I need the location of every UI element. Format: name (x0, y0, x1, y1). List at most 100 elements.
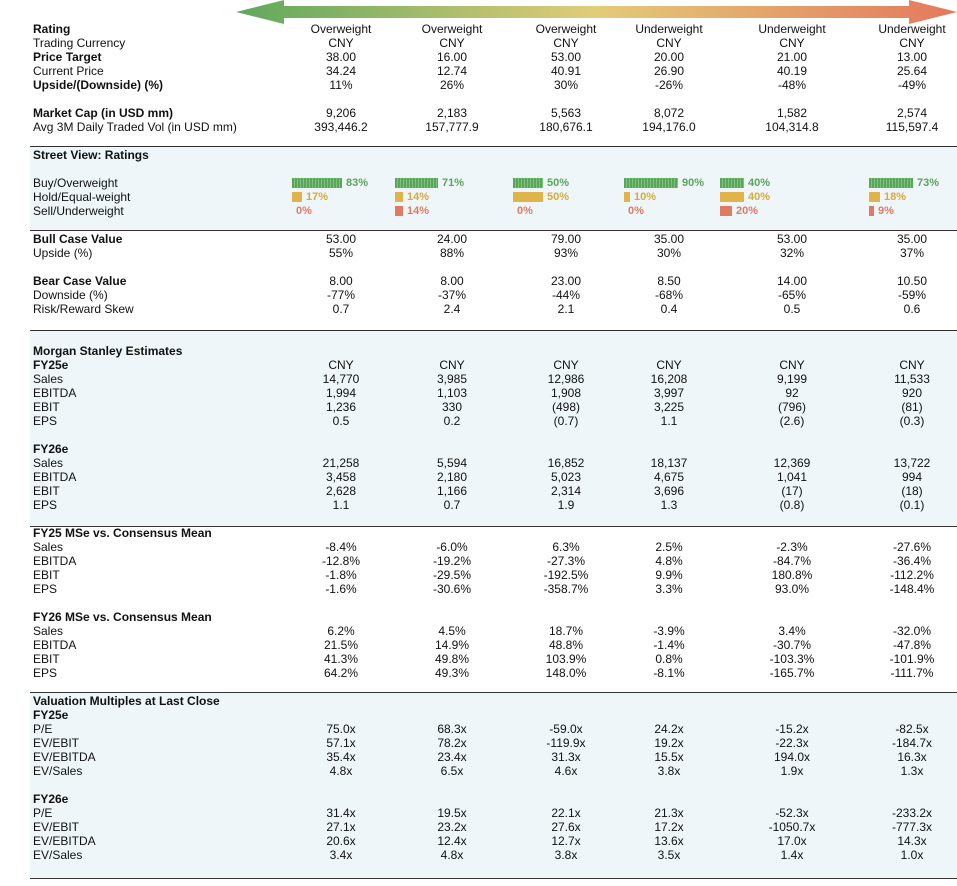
valuation-row: EV/Sales 4.8x 6.5x 4.6x 3.8x 1.9x 1.3x (33, 764, 957, 778)
consensus-value: 180.8% (771, 568, 813, 582)
estimates-label: EPS (33, 414, 58, 428)
estimates-label: Morgan Stanley Estimates (33, 344, 183, 358)
estimates-value: 9,199 (776, 372, 808, 386)
estimates-value: 1.3 (660, 498, 678, 512)
valuation-label: EV/EBITDA (33, 750, 96, 764)
estimates-value: 16,208 (650, 372, 688, 386)
estimates-row: Sales 21,258 5,594 16,852 18,137 12,369 13,722 (33, 456, 957, 470)
estimates-value: (0.8) (779, 498, 805, 512)
consensus-value: -3.9% (653, 624, 685, 638)
estimates-label: EPS (33, 498, 58, 512)
street-hold-pct: 14% (407, 191, 430, 203)
consensus-value: -6.0% (436, 540, 468, 554)
street-hold-bar (292, 192, 302, 202)
valuation-value: 3.8x (554, 848, 578, 862)
bullbear-value: 8.50 (657, 274, 681, 288)
street-buy-bar (292, 178, 342, 188)
street-sell-label: Sell/Underweight (33, 204, 124, 218)
consensus-value: 18.7% (548, 624, 584, 638)
consensus-value: 48.8% (548, 638, 584, 652)
consensus-value: 21.5% (323, 638, 359, 652)
consensus-value: -32.0% (892, 624, 932, 638)
estimates-value: CNY (328, 358, 354, 372)
street-hold-pct: 10% (634, 191, 657, 203)
valuation-label: EV/Sales (33, 848, 83, 862)
bullbear-label: Downside (%) (33, 288, 108, 302)
consensus-label: FY26 MSe vs. Consensus Mean (33, 610, 212, 624)
consensus-value: -29.5% (432, 568, 472, 582)
valuation-value: -82.5x (895, 722, 929, 736)
valuation-value: 3.8x (657, 764, 681, 778)
street-hold-pct: 50% (547, 191, 570, 203)
estimates-value: 12,369 (773, 456, 811, 470)
market-value: 1,582 (776, 106, 808, 120)
consensus-value: -112.2% (890, 568, 934, 582)
estimates-value: 13,722 (893, 456, 931, 470)
top-value: CNY (656, 36, 682, 50)
valuation-value: 1.0x (900, 848, 924, 862)
bullbear-value: 32% (779, 246, 805, 260)
valuation-value: 21.3x (654, 806, 684, 820)
street-hold-bar (513, 192, 543, 202)
valuation-value: 12.4x (437, 834, 467, 848)
bullbear-value: 55% (328, 246, 354, 260)
consensus-label: EBIT (33, 652, 60, 666)
consensus-label: Sales (33, 540, 64, 554)
valuation-value: 57.1x (326, 736, 356, 750)
estimates-value: (18) (901, 484, 923, 498)
bullbear-value: 93% (553, 246, 579, 260)
valuation-value: 31.4x (326, 806, 356, 820)
estimates-value: 2,180 (436, 470, 468, 484)
top-value: CNY (439, 36, 465, 50)
consensus-value: -47.8% (892, 638, 932, 652)
estimates-row: EBIT 2,628 1,166 2,314 3,696 (17) (18) (33, 484, 957, 498)
consensus-value: -148.4% (889, 582, 935, 596)
top-label: Trading Currency (33, 36, 126, 50)
valuation-value: 16.3x (897, 750, 927, 764)
market-value: 157,777.9 (425, 120, 479, 134)
valuation-row: EV/EBITDA 20.6x 12.4x 12.7x 13.6x 17.0x 14.3x (33, 834, 957, 848)
valuation-value: 3.4x (329, 848, 353, 862)
street-buy-pct: 50% (547, 177, 570, 189)
estimates-value: (0.1) (899, 498, 925, 512)
estimates-value: 3,696 (653, 484, 685, 498)
bullbear-row: Downside (%) -77% -37% -44% -68% -65% -59% (33, 288, 957, 302)
estimates-row: EBIT 1,236 330 (498) 3,225 (796) (81) (33, 400, 957, 414)
street-sell-pct: 0% (517, 205, 533, 217)
street-buy-bar (869, 178, 913, 188)
top-value: -48% (777, 78, 806, 92)
street-sell-pct: 0% (296, 205, 312, 217)
valuation-row: Valuation Multiples at Last Close (33, 694, 957, 708)
valuation-value: 4.8x (329, 764, 353, 778)
bullbear-value: 8.00 (440, 274, 464, 288)
estimates-value: 920 (901, 386, 923, 400)
valuation-value: 75.0x (326, 722, 356, 736)
bullbear-value: 88% (439, 246, 465, 260)
valuation-row: EV/EBIT 27.1x 23.2x 27.6x 17.2x -1050.7x -777.… (33, 820, 957, 834)
valuation-value: 12.7x (551, 834, 581, 848)
street-buy-pct: 40% (748, 177, 771, 189)
divider-bull (30, 230, 957, 231)
top-row: Trading Currency CNY CNY CNY CNY CNY CNY (33, 36, 957, 50)
top-value: 30% (553, 78, 579, 92)
top-row: Price Target 38.00 16.00 53.00 20.00 21.00 13.… (33, 50, 957, 64)
market-row: Avg 3M Daily Traded Vol (in USD mm) 393,4… (33, 120, 957, 134)
estimates-value: 1.9 (557, 498, 575, 512)
valuation-value: 4.6x (554, 764, 578, 778)
valuation-label: P/E (33, 806, 53, 820)
bullbear-label: Bear Case Value (33, 274, 127, 288)
valuation-value: 17.2x (654, 820, 684, 834)
consensus-value: 4.5% (438, 624, 466, 638)
bullbear-value: 2.4 (443, 302, 461, 316)
valuation-value: -59.0x (549, 722, 583, 736)
consensus-value: -2.3% (776, 540, 808, 554)
top-value: Overweight (535, 22, 597, 36)
valuation-row (33, 778, 957, 792)
estimates-value: (0.3) (899, 414, 925, 428)
consensus-value: -1.8% (325, 568, 357, 582)
estimates-value: (17) (781, 484, 803, 498)
street-view-background (30, 147, 957, 230)
top-value: 20.00 (653, 50, 685, 64)
consensus-value: 6.3% (552, 540, 580, 554)
top-value: 16.00 (436, 50, 468, 64)
